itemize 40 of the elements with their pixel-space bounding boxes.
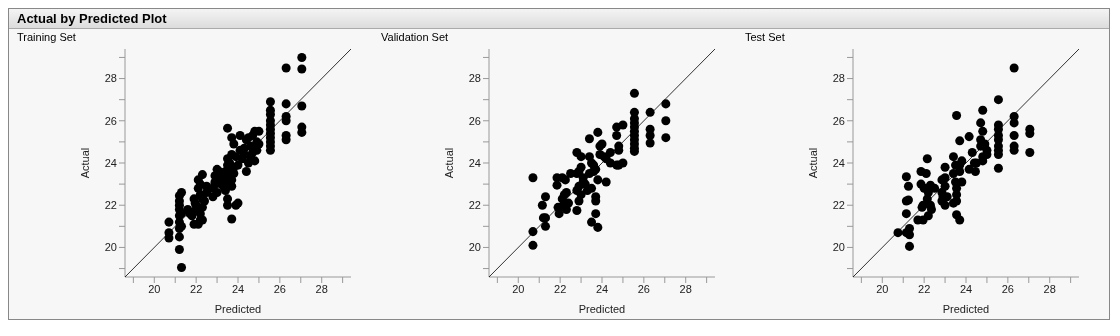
x-tick-label: 22 — [554, 282, 567, 295]
x-tick-label: 26 — [273, 282, 286, 295]
x-axis-title: Predicted — [214, 303, 262, 315]
x-tick-label: 28 — [1043, 282, 1056, 295]
y-tick-label: 22 — [468, 199, 481, 212]
x-tick-label: 20 — [512, 282, 525, 295]
x-tick-label: 20 — [148, 282, 161, 295]
x-tick-label: 24 — [959, 282, 973, 295]
y-tick-label: 22 — [104, 199, 117, 212]
y-axis-title: Actual — [806, 147, 819, 179]
x-tick-label: 28 — [315, 282, 328, 295]
y-tick-label: 24 — [832, 156, 845, 169]
x-tick-label: 22 — [190, 282, 203, 295]
x-tick-label: 26 — [637, 282, 650, 295]
x-tick-label: 24 — [231, 282, 245, 295]
y-tick-label: 22 — [832, 199, 845, 212]
text: Actual by Predicted Plot — [17, 11, 167, 26]
y-tick-label: 28 — [104, 72, 117, 85]
y-tick-label: 24 — [104, 156, 117, 169]
x-tick-label: 28 — [679, 282, 692, 295]
x-tick-label: 22 — [918, 282, 931, 295]
x-axis-title: Predicted — [942, 303, 990, 315]
y-tick-label: 26 — [104, 114, 117, 127]
chart-title: Training Set — [17, 31, 76, 43]
y-tick-label: 26 — [832, 114, 845, 127]
y-tick-label: 28 — [832, 72, 845, 85]
chart-title: Validation Set — [381, 31, 449, 43]
y-tick-label: 20 — [832, 241, 845, 254]
y-tick-label: 26 — [468, 114, 481, 127]
y-tick-label: 28 — [468, 72, 481, 85]
x-axis-title: Predicted — [578, 303, 626, 315]
y-axis-title: Actual — [78, 147, 91, 179]
x-tick-label: 20 — [876, 282, 889, 295]
y-tick-label: 20 — [104, 241, 117, 254]
x-tick-label: 26 — [1001, 282, 1014, 295]
y-axis-title: Actual — [442, 147, 455, 179]
y-tick-label: 24 — [468, 156, 481, 169]
y-tick-label: 20 — [468, 241, 481, 254]
text: Test Set — [745, 31, 785, 43]
x-tick-label: 24 — [595, 282, 609, 295]
